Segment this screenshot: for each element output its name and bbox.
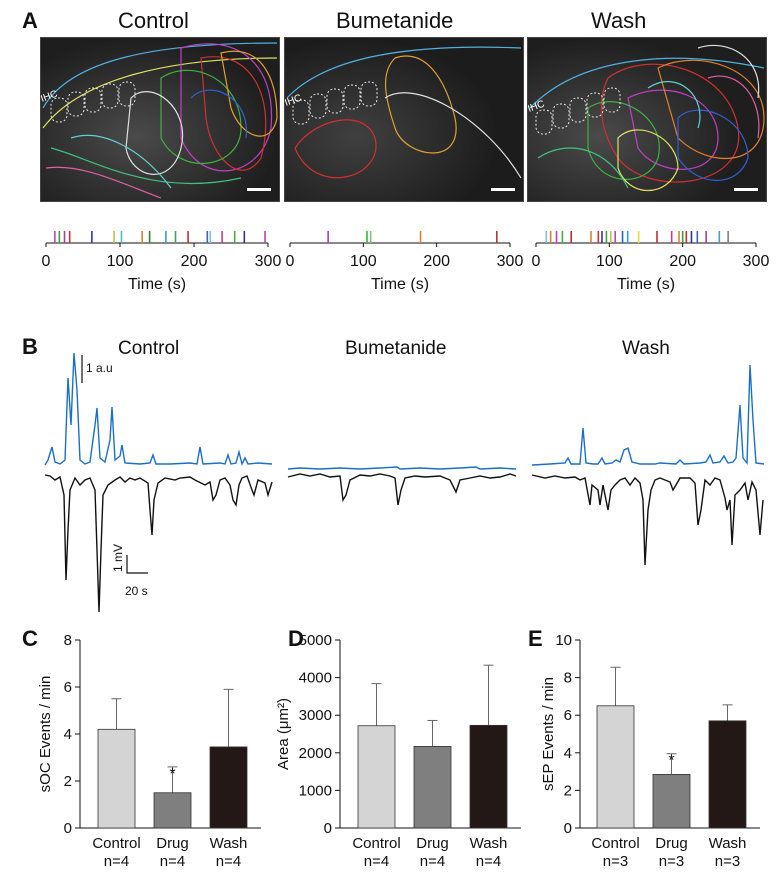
significance-marker: * [668,753,674,770]
y-tick-label: 8 [564,670,572,687]
n-label: n=4 [160,853,185,870]
bar [708,720,747,829]
category-label: Control [591,835,639,852]
scale-label-au: 1 a.u [86,361,113,375]
bar [413,746,452,829]
title-wash-a: Wash [591,8,647,33]
panel-letter-a: A [22,8,38,33]
panel-letter-b: B [22,334,38,359]
y-tick-label: 6 [564,707,572,724]
electrical-trace-bumetanide [287,473,517,506]
scale-bar-control [247,188,271,191]
scale-label-time: 20 s [125,584,148,598]
electrical-trace-control [44,474,273,613]
title-wash-b: Wash [622,338,670,359]
optical-trace-wash [531,364,765,466]
y-tick-label: 4 [564,745,572,762]
micrograph-wash: IHC [527,37,767,202]
raster-tick-label: 300 [255,253,282,270]
title-control-a: Control [118,8,189,33]
micrograph-bumetanide: IHC [284,37,524,202]
raster-xlabel: Time (s) [371,276,429,293]
event-rasters: 0 100 200 300 Time (s) 0 100 200 300 Time (s) 0 100… [42,231,770,293]
y-tick-label: 6 [64,679,72,696]
category-label: Wash [470,835,508,852]
bar [652,774,691,829]
n-label: n=4 [420,853,445,870]
raster-tick-label: 300 [743,253,770,270]
title-bumetanide-b: Bumetanide [345,338,447,359]
bar [153,792,192,829]
y-tick-label: 0 [64,820,72,837]
n-label: n=4 [364,853,389,870]
y-axis-label: sEP Events / min [540,677,557,791]
raster-tick-label: 0 [42,253,51,270]
bar [469,724,508,829]
raster-tick-label: 0 [286,253,295,270]
category-label: Drug [416,835,449,852]
y-tick-label: 0 [324,820,332,837]
category-label: Wash [210,835,248,852]
optical-trace-bumetanide [287,466,517,470]
raster-tick-label: 100 [350,253,377,270]
raster-xlabel: Time (s) [128,276,186,293]
panel-letter-c: C [22,626,38,651]
raster-tick-label: 200 [669,253,696,270]
scale-bar-mv-time [126,555,148,574]
raster-tick-label: 0 [532,253,541,270]
y-tick-label: 8 [64,632,72,649]
n-label: n=4 [104,853,129,870]
y-tick-label: 4000 [299,670,332,687]
n-label: n=3 [715,853,740,870]
y-tick-label: 1000 [299,782,332,799]
n-label: n=4 [476,853,501,870]
n-label: n=4 [216,853,241,870]
category-label: Control [352,835,400,852]
scale-bar-bumetanide [491,188,515,191]
y-axis-label: sOC Events / min [37,676,54,793]
optical-trace-control [44,352,273,467]
y-tick-label: 3000 [299,707,332,724]
y-tick-label: 5000 [299,632,332,649]
n-label: n=3 [603,853,628,870]
electrical-traces [44,473,764,613]
raster-xlabel: Time (s) [617,276,675,293]
raster-tick-label: 100 [596,253,623,270]
raster-tick-label: 200 [423,253,450,270]
y-tick-label: 0 [564,820,572,837]
category-label: Wash [709,835,747,852]
n-label: n=3 [659,853,684,870]
y-tick-label: 2 [564,782,572,799]
panel-letter-e: E [528,626,543,651]
bar [97,728,136,829]
bar [209,746,248,829]
category-label: Control [92,835,140,852]
y-axis-label: Area (μm²) [275,698,292,770]
y-tick-label: 2000 [299,745,332,762]
scale-label-mv: 1 mV [111,544,125,572]
title-control-b: Control [118,338,180,359]
title-bumetanide-a: Bumetanide [336,8,454,33]
y-tick-label: 10 [555,632,572,649]
bar [596,705,635,829]
trace-panel: 1 a.u 1 mV 20 s [44,352,765,613]
category-label: Drug [655,835,688,852]
micrograph-control: IHC [40,37,280,202]
scale-bar-wash [734,188,758,191]
bar [357,725,396,829]
y-tick-label: 2 [64,773,72,790]
optical-traces [44,352,765,470]
raster-tick-label: 300 [497,253,524,270]
electrical-trace-wash [531,474,764,566]
raster-tick-label: 100 [107,253,134,270]
significance-marker: * [169,766,175,783]
y-tick-label: 4 [64,726,72,743]
panel-letter-d: D [288,626,304,651]
category-label: Drug [156,835,189,852]
raster-tick-label: 200 [181,253,208,270]
